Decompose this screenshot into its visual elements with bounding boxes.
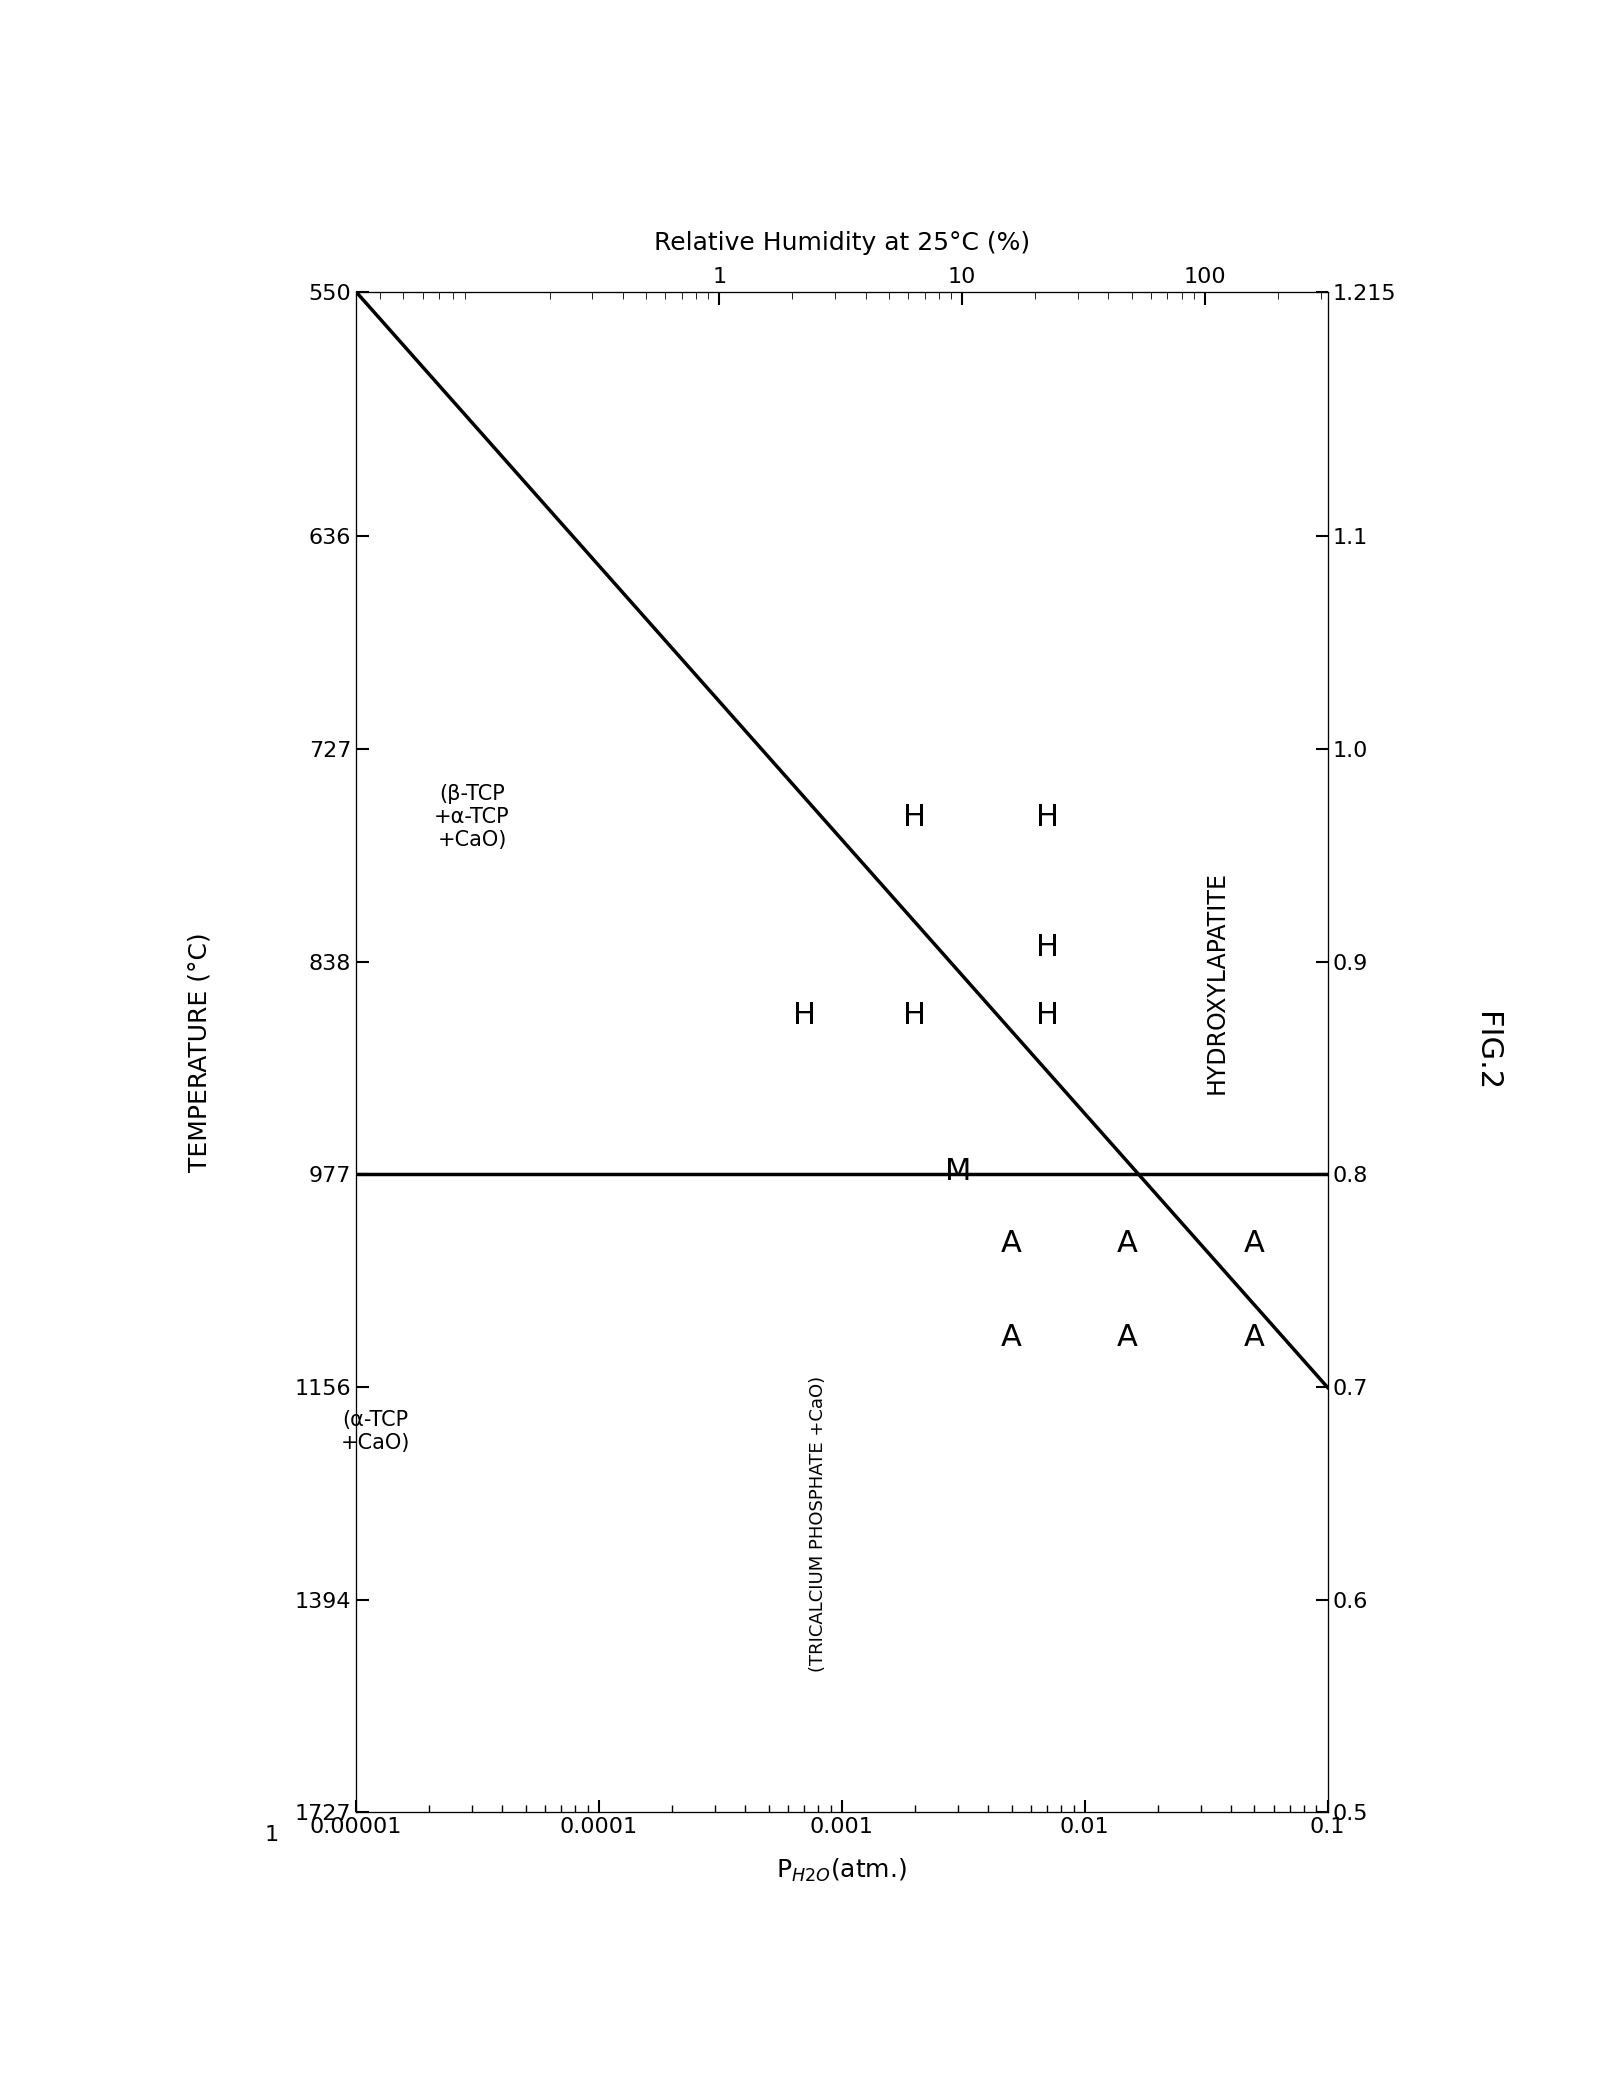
Text: A: A [1117,1323,1138,1352]
X-axis label: P$_{H2O}$(atm.): P$_{H2O}$(atm.) [777,1856,907,1883]
Text: H: H [1036,1000,1059,1029]
X-axis label: Relative Humidity at 25°C (%): Relative Humidity at 25°C (%) [654,231,1030,254]
Text: H: H [1036,802,1059,831]
Text: A: A [1001,1323,1022,1352]
Text: H: H [903,1000,926,1029]
Y-axis label: TEMPERATURE (°C): TEMPERATURE (°C) [188,931,212,1173]
Text: H: H [903,802,926,831]
Text: A: A [1117,1229,1138,1258]
Text: A: A [1243,1229,1264,1258]
Text: (β-TCP
+α-TCP
+CaO): (β-TCP +α-TCP +CaO) [434,783,510,850]
Text: HYDROXYLAPATITE: HYDROXYLAPATITE [1205,871,1229,1094]
Text: H: H [1036,933,1059,962]
Text: (TRICALCIUM PHOSPHATE +CaO): (TRICALCIUM PHOSPHATE +CaO) [810,1375,827,1673]
Text: M: M [944,1158,971,1185]
Text: H: H [793,1000,816,1029]
Text: (α-TCP
+CaO): (α-TCP +CaO) [340,1410,410,1454]
Y-axis label: FIG.2: FIG.2 [1472,1012,1501,1091]
Text: 1: 1 [264,1825,278,1846]
Text: A: A [1001,1229,1022,1258]
Text: A: A [1243,1323,1264,1352]
